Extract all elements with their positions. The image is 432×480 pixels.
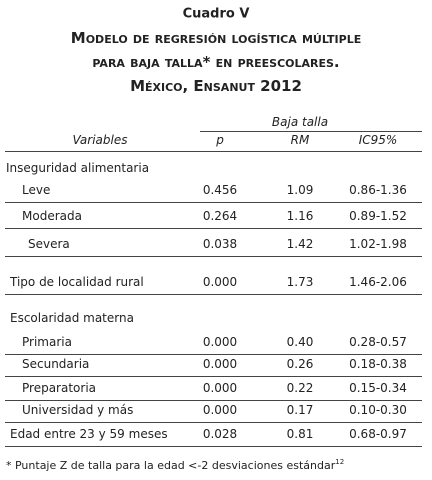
- cell: 0.000: [202, 403, 238, 417]
- rule: [5, 151, 422, 152]
- cell: 0.18-0.38: [349, 357, 407, 371]
- title-line: para baja talla* en preescolares.: [92, 53, 340, 71]
- row-label: Severa: [28, 237, 70, 251]
- column-header: Variables: [72, 133, 128, 147]
- cell: 0.10-0.30: [349, 403, 407, 417]
- table-label: Cuadro V: [182, 6, 250, 22]
- cell: 0.22: [286, 381, 314, 395]
- rule: [5, 228, 422, 229]
- cell: 0.15-0.34: [349, 381, 407, 395]
- cell: 0.26: [286, 357, 314, 371]
- cell: 0.000: [202, 357, 238, 371]
- cell: 0.81: [286, 427, 314, 441]
- column-header: IC95%: [358, 133, 398, 147]
- rule: [5, 294, 422, 295]
- title-line: México, Ensanut 2012: [130, 77, 302, 95]
- footnote-reference: 12: [335, 458, 345, 467]
- column-header: p: [216, 133, 224, 147]
- group-header: Baja talla: [271, 115, 329, 129]
- row-label: Primaria: [22, 335, 72, 349]
- rule: [5, 400, 422, 401]
- cell: 0.038: [202, 237, 238, 251]
- row-label: Edad entre 23 y 59 meses: [10, 427, 168, 441]
- cell: 0.028: [202, 427, 238, 441]
- rule: [5, 376, 422, 377]
- rule: [5, 354, 422, 355]
- cell: 0.86-1.36: [349, 183, 407, 197]
- cell: 1.42: [286, 237, 314, 251]
- cell: 1.73: [286, 275, 314, 289]
- cell: 0.000: [202, 335, 238, 349]
- cell: 0.89-1.52: [349, 209, 407, 223]
- rule: [5, 422, 422, 423]
- cell: 1.46-2.06: [349, 275, 407, 289]
- cell: 1.02-1.98: [349, 237, 407, 251]
- rule: [5, 202, 422, 203]
- cell: 1.16: [286, 209, 314, 223]
- row-label: Universidad y más: [22, 403, 134, 417]
- title-line: Modelo de regresión logística múltiple: [70, 29, 362, 47]
- cell: 0.28-0.57: [349, 335, 407, 349]
- cell: 0.40: [286, 335, 314, 349]
- cell: 0.000: [202, 275, 238, 289]
- row-label: Preparatoria: [22, 381, 97, 395]
- rule: [5, 256, 422, 257]
- rule: [200, 131, 422, 132]
- footnote-text: * Puntaje Z de talla para la edad <-2 de…: [6, 458, 336, 472]
- cell: 1.09: [286, 183, 314, 197]
- column-header: RM: [290, 133, 310, 147]
- cell: 0.000: [202, 381, 238, 395]
- group-label: Inseguridad alimentaria: [6, 161, 150, 175]
- row-label: Tipo de localidad rural: [10, 275, 144, 289]
- row-label: Moderada: [22, 209, 82, 223]
- cell: 0.456: [202, 183, 238, 197]
- footnote: * Puntaje Z de talla para la edad <-2 de…: [6, 458, 344, 472]
- row-label: Leve: [22, 183, 51, 197]
- group-label: Escolaridad materna: [10, 311, 134, 325]
- rule: [5, 446, 422, 447]
- row-label: Secundaria: [22, 357, 90, 371]
- cell: 0.68-0.97: [349, 427, 407, 441]
- cell: 0.17: [286, 403, 314, 417]
- cell: 0.264: [202, 209, 238, 223]
